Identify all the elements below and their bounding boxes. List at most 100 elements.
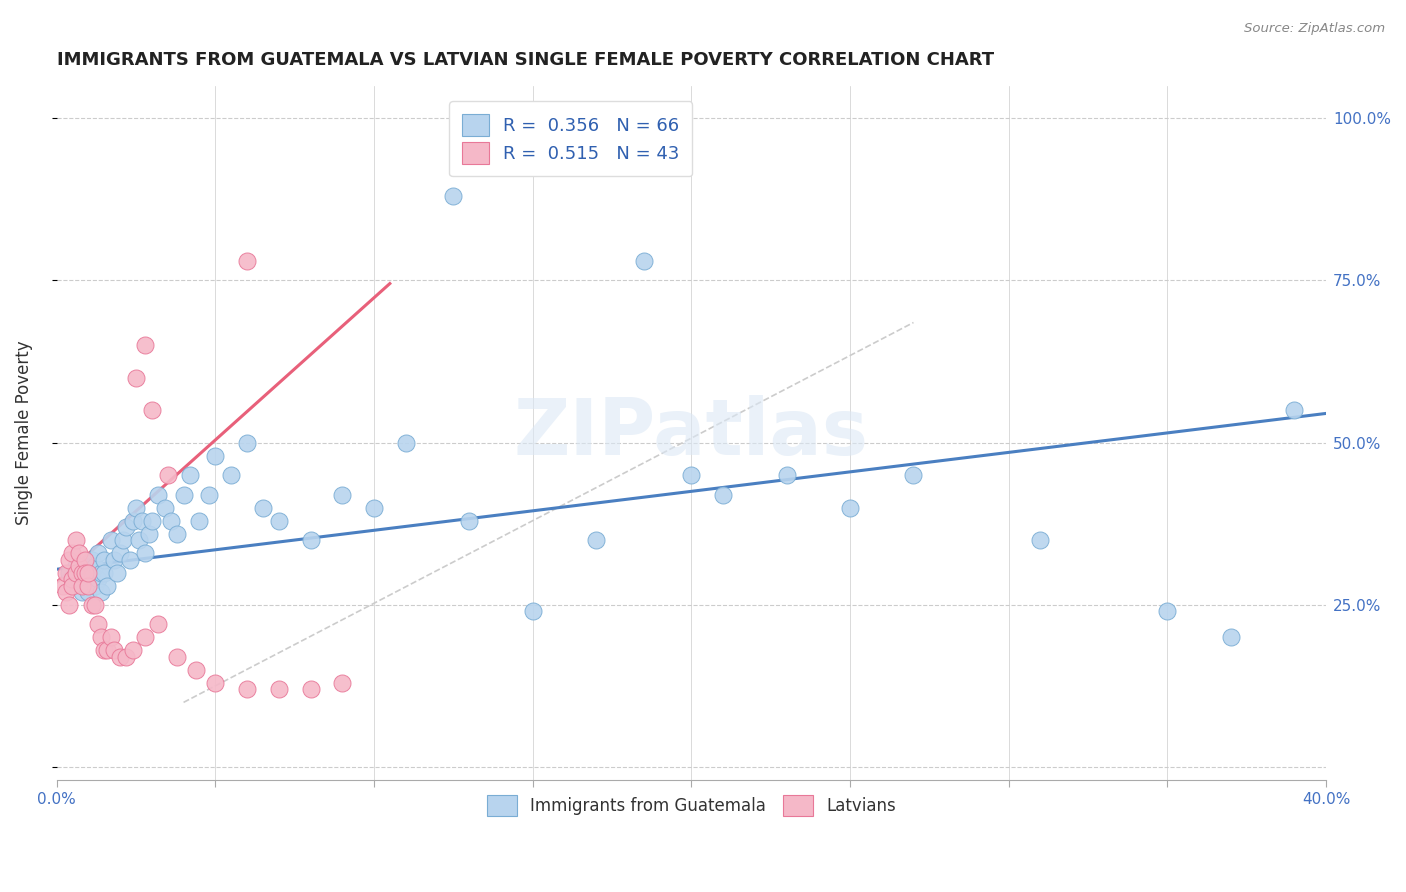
Point (236, 682, 259, 697)
Point (80, 552, 103, 566)
Point (633, 253, 655, 268)
Point (87, 546, 110, 560)
Point (125, 370, 148, 384)
Point (134, 631, 156, 645)
Point (100, 533, 122, 547)
Point (252, 500, 274, 515)
Point (70, 578, 93, 592)
Point (267, 514, 290, 528)
Point (115, 649, 138, 664)
Point (70, 566, 93, 580)
Point (75, 559, 97, 574)
Point (441, 189, 464, 203)
Point (65, 533, 87, 547)
Point (83, 578, 105, 592)
Point (138, 526, 160, 541)
Point (62, 578, 84, 592)
Point (121, 643, 143, 657)
Point (134, 338, 156, 352)
Point (141, 403, 163, 417)
Point (65, 559, 87, 574)
Point (62, 546, 84, 560)
Point (173, 487, 195, 501)
Point (55, 566, 77, 580)
Point (93, 643, 115, 657)
Point (77, 566, 100, 580)
Point (67, 572, 90, 586)
Point (903, 468, 925, 483)
Point (118, 552, 141, 566)
Point (146, 617, 169, 632)
Point (87, 572, 110, 586)
Point (105, 566, 128, 580)
Point (219, 468, 242, 483)
Point (58, 566, 80, 580)
Point (83, 598, 105, 612)
Point (179, 468, 201, 483)
Point (77, 572, 100, 586)
Point (160, 514, 183, 528)
Point (108, 649, 131, 664)
Point (90, 566, 112, 580)
Point (153, 500, 176, 515)
Point (55, 585, 77, 599)
Point (141, 514, 163, 528)
Text: ZIPatlas: ZIPatlas (513, 395, 869, 471)
Point (100, 631, 122, 645)
Point (93, 552, 115, 566)
Point (67, 546, 90, 560)
Point (330, 487, 353, 501)
Point (134, 546, 156, 560)
Point (87, 617, 110, 632)
Point (839, 500, 862, 515)
Point (58, 552, 80, 566)
Point (67, 559, 90, 574)
Point (522, 605, 544, 619)
Point (458, 514, 481, 528)
Point (299, 682, 322, 697)
Point (1219, 631, 1241, 645)
Point (156, 468, 179, 483)
Point (103, 643, 125, 657)
Point (363, 500, 385, 515)
Point (204, 676, 226, 690)
Point (93, 566, 115, 580)
Point (299, 533, 322, 547)
Point (711, 487, 734, 501)
Point (58, 598, 80, 612)
Point (330, 676, 353, 690)
Point (70, 566, 93, 580)
Point (75, 552, 97, 566)
Point (62, 578, 84, 592)
Point (128, 533, 150, 547)
Point (395, 435, 418, 450)
Point (112, 533, 135, 547)
Y-axis label: Single Female Poverty: Single Female Poverty (15, 341, 32, 525)
Point (1156, 605, 1178, 619)
Point (65, 566, 87, 580)
Point (121, 514, 143, 528)
Point (96, 578, 118, 592)
Point (108, 546, 131, 560)
Point (585, 533, 607, 547)
Point (52, 578, 75, 592)
Point (90, 585, 112, 599)
Point (115, 520, 138, 534)
Point (75, 578, 97, 592)
Point (90, 631, 112, 645)
Point (775, 468, 797, 483)
Point (125, 500, 148, 515)
Point (236, 253, 259, 268)
Point (77, 578, 100, 592)
Point (1284, 403, 1306, 417)
Point (1029, 533, 1052, 547)
Point (83, 559, 105, 574)
Text: IMMIGRANTS FROM GUATEMALA VS LATVIAN SINGLE FEMALE POVERTY CORRELATION CHART: IMMIGRANTS FROM GUATEMALA VS LATVIAN SIN… (56, 51, 994, 69)
Point (267, 682, 290, 697)
Point (77, 585, 100, 599)
Point (75, 566, 97, 580)
Point (681, 468, 703, 483)
Point (70, 585, 93, 599)
Legend: Immigrants from Guatemala, Latvians: Immigrants from Guatemala, Latvians (478, 787, 904, 824)
Point (166, 649, 188, 664)
